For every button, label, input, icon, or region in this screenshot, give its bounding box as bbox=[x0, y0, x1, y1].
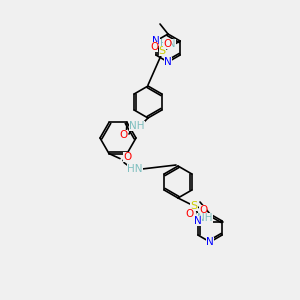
Text: NH: NH bbox=[197, 213, 213, 223]
Text: S: S bbox=[190, 201, 198, 211]
Text: HN: HN bbox=[127, 164, 143, 174]
Text: N: N bbox=[206, 237, 214, 247]
Text: O: O bbox=[150, 42, 158, 52]
Text: O: O bbox=[120, 130, 128, 140]
Text: O: O bbox=[163, 39, 171, 49]
Text: NH: NH bbox=[129, 121, 145, 131]
Text: N: N bbox=[164, 57, 172, 67]
Text: N: N bbox=[194, 216, 202, 226]
Text: O: O bbox=[123, 152, 131, 162]
Text: S: S bbox=[159, 46, 166, 56]
Text: O: O bbox=[186, 209, 194, 219]
Text: HN: HN bbox=[160, 39, 176, 49]
Text: N: N bbox=[152, 36, 160, 46]
Text: O: O bbox=[199, 205, 207, 215]
